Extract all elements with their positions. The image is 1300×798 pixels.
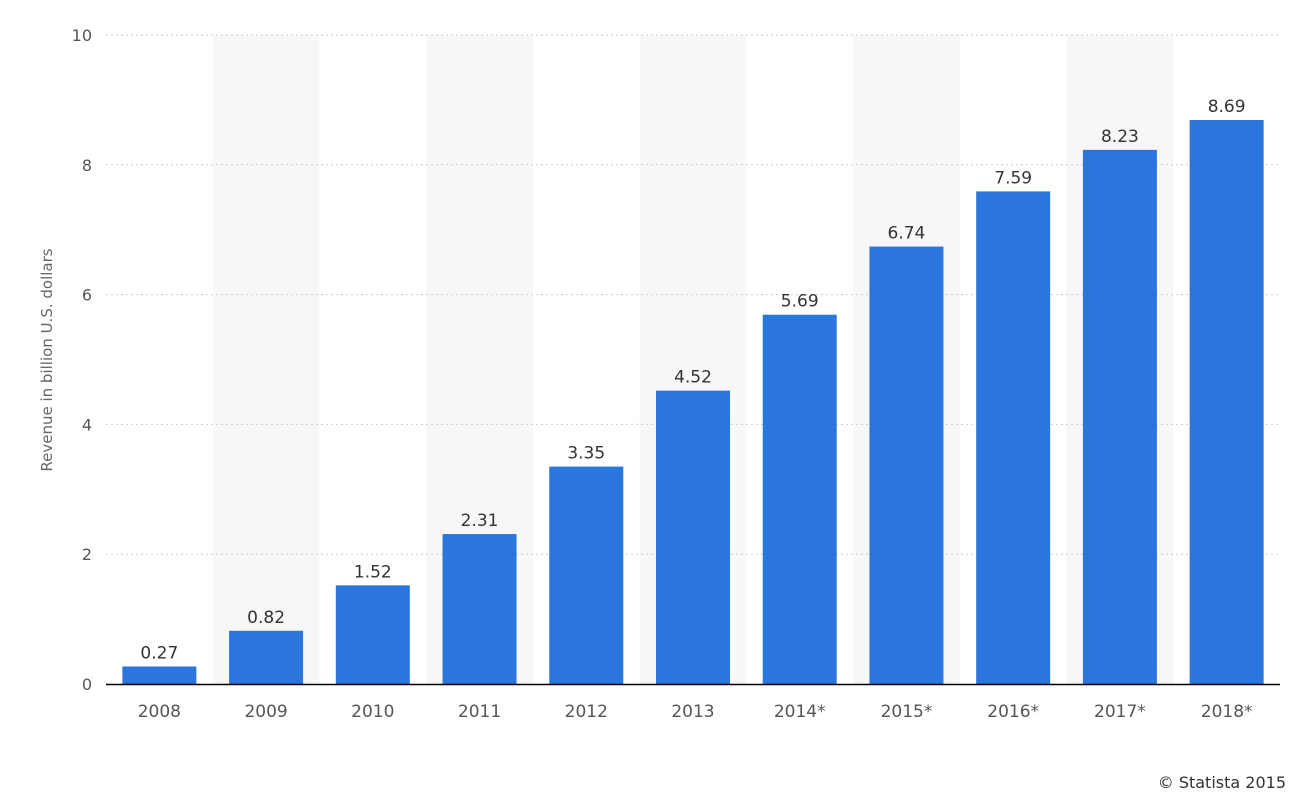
bar	[442, 534, 517, 684]
data-label: 5.69	[781, 292, 819, 312]
bar	[976, 191, 1051, 684]
bar	[1189, 120, 1264, 685]
y-axis-title: Revenue in billion U.S. dollars	[38, 248, 56, 472]
bar	[869, 246, 944, 684]
x-tick-label: 2012	[565, 702, 608, 722]
data-label: 1.52	[354, 562, 392, 582]
x-tick-label: 2017*	[1094, 702, 1146, 722]
y-tick-label: 0	[82, 675, 92, 694]
source-credit: © Statista 2015	[1157, 773, 1286, 792]
x-tick-label: 2014*	[774, 702, 826, 722]
y-tick-label: 2	[82, 545, 92, 564]
bar	[335, 585, 410, 684]
x-tick-label: 2018*	[1201, 702, 1253, 722]
column-shade	[212, 35, 320, 684]
bar	[656, 390, 730, 684]
data-label: 4.52	[674, 368, 712, 388]
bar	[549, 466, 624, 684]
x-tick-label: 2011	[458, 702, 501, 722]
data-label: 8.69	[1208, 97, 1246, 117]
bar	[122, 666, 197, 684]
x-tick-label: 2009	[244, 702, 287, 722]
data-label: 3.35	[567, 444, 605, 464]
y-tick-label: 4	[82, 415, 92, 434]
y-tick-label: 8	[82, 156, 92, 175]
y-tick-label: 6	[82, 286, 92, 305]
data-label: 0.27	[140, 643, 178, 663]
x-tick-label: 2010	[351, 702, 394, 722]
x-tick-label: 2008	[138, 702, 181, 722]
x-tick-label: 2016*	[987, 702, 1039, 722]
data-label: 7.59	[994, 168, 1032, 188]
y-tick-label: 10	[72, 26, 92, 45]
data-label: 0.82	[247, 608, 285, 628]
x-tick-label: 2013	[671, 702, 714, 722]
data-label: 2.31	[461, 511, 499, 531]
bar	[229, 630, 304, 684]
x-tick-label: 2015*	[881, 702, 933, 722]
data-label: 6.74	[888, 224, 926, 244]
bar	[762, 314, 837, 684]
data-label: 8.23	[1101, 127, 1139, 147]
bar	[1082, 149, 1157, 685]
